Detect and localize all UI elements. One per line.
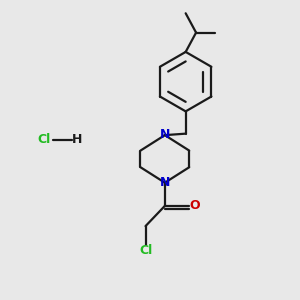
Text: Cl: Cl	[139, 244, 152, 257]
Text: H: H	[72, 133, 83, 146]
Text: O: O	[189, 200, 200, 212]
Text: N: N	[160, 128, 170, 141]
Text: Cl: Cl	[38, 133, 51, 146]
Text: N: N	[160, 176, 170, 190]
